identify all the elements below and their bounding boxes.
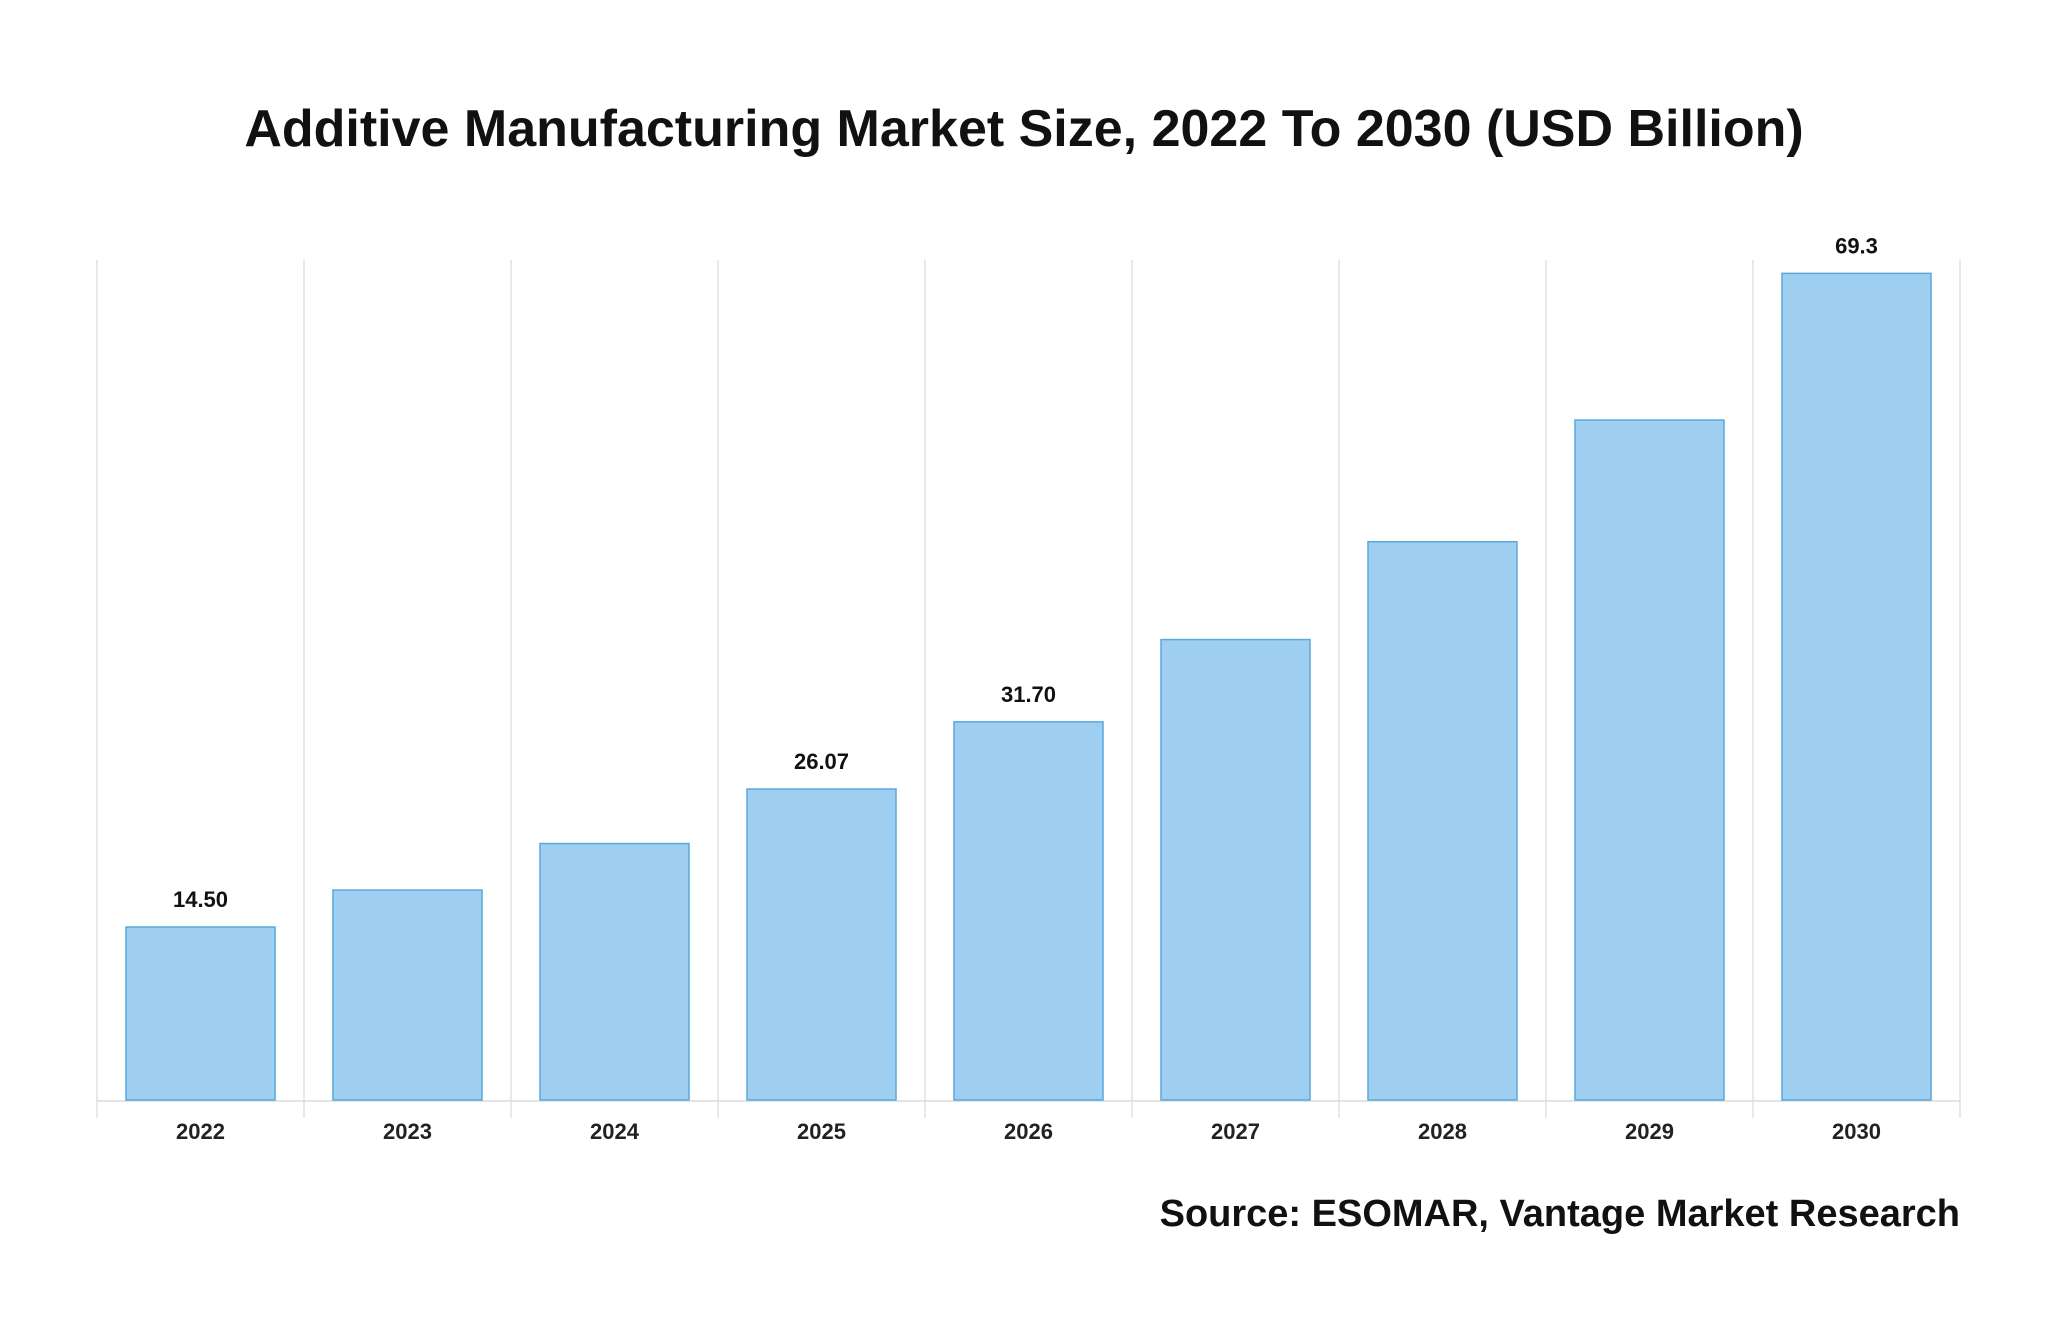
bar-2022 bbox=[125, 926, 276, 1101]
tick-label-2023: 2023 bbox=[383, 1119, 432, 1144]
bar-2030 bbox=[1781, 272, 1932, 1101]
data-label-2030: 69.3 bbox=[1835, 233, 1878, 258]
tick-label-2028: 2028 bbox=[1418, 1119, 1467, 1144]
tick-label-2022: 2022 bbox=[176, 1119, 225, 1144]
gridlines bbox=[96, 260, 1961, 1118]
tick-label-2025: 2025 bbox=[797, 1119, 846, 1144]
bar-2029 bbox=[1574, 419, 1725, 1101]
data-label-2022: 14.50 bbox=[173, 887, 228, 912]
bars bbox=[125, 272, 1932, 1101]
tick-label-2027: 2027 bbox=[1211, 1119, 1260, 1144]
bar-2026 bbox=[953, 721, 1104, 1101]
bar-2023 bbox=[332, 889, 483, 1101]
chart-title: Additive Manufacturing Market Size, 2022… bbox=[244, 100, 1803, 158]
source-note: Source: ESOMAR, Vantage Market Research bbox=[1160, 1193, 1960, 1235]
bar-2028 bbox=[1367, 540, 1518, 1101]
bar-2024 bbox=[539, 842, 690, 1101]
tick-label-2029: 2029 bbox=[1625, 1119, 1674, 1144]
bar-2025 bbox=[746, 788, 897, 1101]
data-label-2025: 26.07 bbox=[794, 749, 849, 774]
x-axis-tick-labels: 2022 2023 2024 2025 2026 2027 2028 2029 2030 bbox=[176, 1119, 1881, 1144]
data-labels: 14.50 26.07 31.70 69.3 bbox=[173, 233, 1878, 912]
tick-label-2024: 2024 bbox=[590, 1119, 640, 1144]
tick-label-2030: 2030 bbox=[1832, 1119, 1881, 1144]
tick-label-2026: 2026 bbox=[1004, 1119, 1053, 1144]
bar-2027 bbox=[1160, 638, 1311, 1101]
data-label-2026: 31.70 bbox=[1001, 682, 1056, 707]
